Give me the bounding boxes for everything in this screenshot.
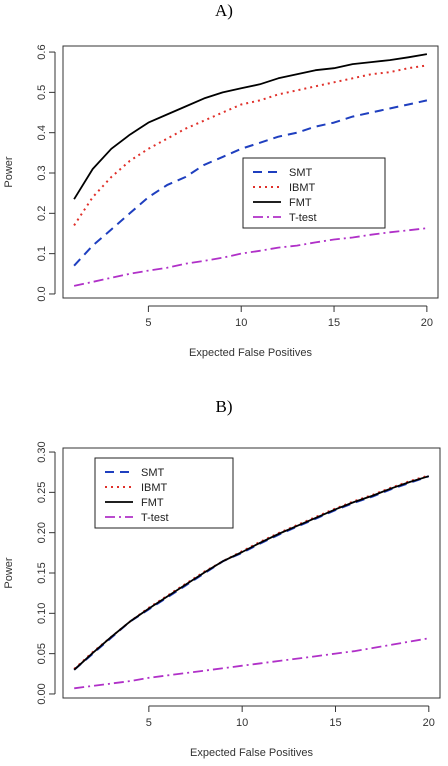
y-tick-label: 0.0	[36, 286, 48, 301]
series-line-t-test	[73, 227, 428, 287]
x-tick-label: 15	[328, 317, 340, 329]
y-tick-label: 0.20	[36, 522, 48, 543]
series-line-smt	[73, 99, 428, 267]
y-tick-label: 0.3	[36, 165, 48, 180]
y-tick-label: 0.2	[36, 206, 48, 221]
legend-label-t-test: T-test	[289, 212, 317, 224]
series-line-t-test	[74, 637, 429, 690]
legend-label-smt: SMT	[141, 467, 165, 479]
y-tick-label: 0.05	[36, 643, 48, 664]
panel-label-b: B)	[216, 397, 233, 416]
legend-label-ibmt: IBMT	[289, 182, 316, 194]
y-axis-label: Power	[3, 156, 15, 188]
series-line-fmt	[73, 475, 430, 671]
y-tick-label: 0.1	[36, 246, 48, 261]
plot-frame	[62, 45, 439, 299]
y-tick-label: 0.10	[36, 603, 48, 624]
legend-label-fmt: FMT	[289, 197, 312, 209]
y-tick-label: 0.00	[36, 683, 48, 704]
x-tick-label: 20	[423, 717, 435, 729]
x-axis-label: Expected False Positives	[190, 747, 313, 759]
y-tick-label: 0.5	[36, 85, 48, 100]
x-tick-label: 15	[329, 717, 341, 729]
y-tick-label: 0.6	[36, 44, 48, 59]
y-axis-label: Power	[3, 557, 15, 589]
legend-box	[94, 457, 234, 529]
legend-box	[242, 157, 386, 229]
series-line-fmt	[73, 53, 428, 200]
x-tick-label: 10	[236, 717, 248, 729]
x-tick-label: 10	[235, 317, 247, 329]
x-tick-label: 5	[146, 717, 152, 729]
legend-label-smt: SMT	[289, 167, 313, 179]
chart-a: 5 10 15 20 0.0 0.1 0.2 0.3 0.4 0.5 0.6 Expected Fal…	[3, 44, 439, 359]
legend-label-t-test: T-test	[141, 512, 169, 524]
x-tick-label: 20	[421, 317, 433, 329]
y-tick-label: 0.15	[36, 562, 48, 583]
panel-label-a: A)	[215, 1, 233, 20]
legend-label-fmt: FMT	[141, 497, 164, 509]
chart-b: 5 10 15 20 0.00 0.05 0.10 0.15 0.20 0.25 0.30 Expec…	[3, 441, 441, 759]
x-tick-label: 5	[145, 317, 151, 329]
y-tick-label: 0.4	[36, 125, 48, 140]
y-tick-label: 0.25	[36, 482, 48, 503]
plot-frame	[62, 447, 441, 699]
x-axis-label: Expected False Positives	[189, 347, 312, 359]
y-tick-label: 0.30	[36, 441, 48, 462]
legend-label-ibmt: IBMT	[141, 482, 168, 494]
